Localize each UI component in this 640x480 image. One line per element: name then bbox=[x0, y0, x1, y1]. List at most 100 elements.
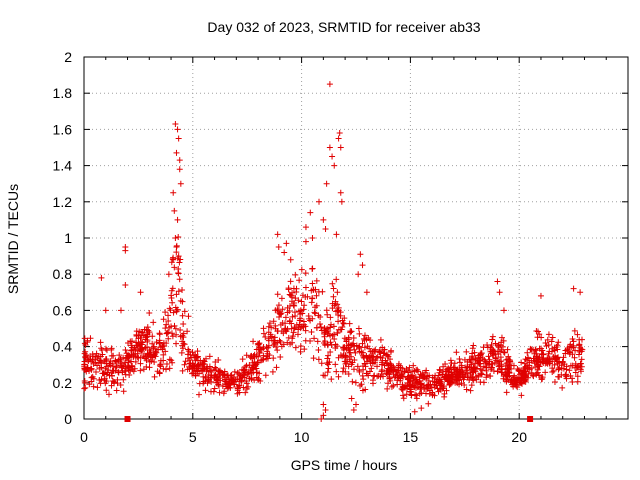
data-point bbox=[494, 368, 501, 375]
data-point bbox=[126, 372, 133, 379]
data-point bbox=[340, 365, 347, 372]
data-point bbox=[289, 313, 296, 320]
data-point bbox=[81, 363, 88, 370]
data-point bbox=[534, 353, 541, 360]
data-point bbox=[387, 377, 394, 384]
data-point bbox=[251, 351, 258, 358]
data-point bbox=[337, 312, 344, 319]
y-tick-label: 1 bbox=[64, 230, 72, 246]
data-point bbox=[159, 343, 166, 350]
data-point bbox=[256, 370, 263, 377]
data-point bbox=[182, 358, 189, 365]
data-point bbox=[312, 310, 319, 317]
data-point bbox=[299, 292, 306, 299]
data-point bbox=[315, 288, 322, 295]
data-point bbox=[250, 338, 257, 345]
data-point bbox=[125, 353, 132, 360]
data-point bbox=[333, 276, 340, 283]
data-point bbox=[133, 339, 140, 346]
data-point bbox=[177, 256, 184, 263]
data-point bbox=[153, 339, 160, 346]
y-tick-label: 1.8 bbox=[53, 85, 73, 101]
data-point bbox=[270, 341, 277, 348]
data-point bbox=[112, 358, 119, 365]
data-point bbox=[311, 309, 318, 316]
data-point bbox=[567, 372, 574, 379]
data-point bbox=[332, 298, 339, 305]
data-point bbox=[204, 380, 211, 387]
data-points bbox=[81, 81, 586, 422]
data-point bbox=[200, 378, 207, 385]
data-point bbox=[263, 355, 270, 362]
data-point bbox=[544, 336, 551, 343]
data-point bbox=[478, 370, 485, 377]
data-point bbox=[211, 385, 218, 392]
data-point bbox=[248, 370, 255, 377]
data-point bbox=[385, 362, 392, 369]
data-point bbox=[176, 259, 183, 266]
data-point bbox=[330, 293, 337, 300]
data-point bbox=[129, 344, 136, 351]
data-point bbox=[260, 325, 267, 332]
data-point bbox=[181, 341, 188, 348]
data-point bbox=[104, 369, 111, 376]
chart-title: Day 032 of 2023, SRMTID for receiver ab3… bbox=[207, 19, 480, 35]
data-point bbox=[274, 231, 281, 238]
data-point bbox=[174, 216, 181, 223]
data-point bbox=[140, 366, 147, 373]
data-point bbox=[344, 358, 351, 365]
data-point bbox=[355, 271, 362, 278]
data-point bbox=[281, 249, 288, 256]
data-point bbox=[498, 347, 505, 354]
data-point bbox=[485, 353, 492, 360]
data-point bbox=[380, 350, 387, 357]
data-point bbox=[526, 362, 533, 369]
data-point bbox=[565, 348, 572, 355]
data-point bbox=[545, 350, 552, 357]
data-point bbox=[399, 373, 406, 380]
data-point bbox=[397, 377, 404, 384]
data-point bbox=[137, 367, 144, 374]
data-point bbox=[129, 362, 136, 369]
data-point bbox=[341, 335, 348, 342]
data-point bbox=[332, 308, 339, 315]
data-point bbox=[386, 373, 393, 380]
data-point bbox=[464, 370, 471, 377]
data-point bbox=[409, 377, 416, 384]
data-point bbox=[425, 381, 432, 388]
data-point bbox=[179, 298, 186, 305]
data-point bbox=[336, 130, 343, 137]
data-point bbox=[352, 349, 359, 356]
data-point bbox=[488, 341, 495, 348]
data-point bbox=[234, 369, 241, 376]
data-point bbox=[93, 350, 100, 357]
data-point bbox=[330, 323, 337, 330]
data-point bbox=[549, 368, 556, 375]
data-point bbox=[165, 317, 172, 324]
data-point bbox=[146, 364, 153, 371]
data-point bbox=[177, 180, 184, 187]
data-point bbox=[357, 382, 364, 389]
data-point bbox=[377, 336, 384, 343]
data-point bbox=[184, 351, 191, 358]
data-point bbox=[386, 356, 393, 363]
data-point bbox=[239, 356, 246, 363]
data-point bbox=[150, 344, 157, 351]
data-point bbox=[411, 408, 418, 415]
data-point bbox=[400, 395, 407, 402]
data-point bbox=[555, 339, 562, 346]
data-point bbox=[479, 367, 486, 374]
data-point bbox=[441, 393, 448, 400]
data-point bbox=[81, 379, 88, 386]
data-point bbox=[363, 358, 370, 365]
data-point bbox=[555, 373, 562, 380]
data-point bbox=[234, 390, 241, 397]
data-point bbox=[255, 353, 262, 360]
data-point bbox=[335, 373, 342, 380]
data-point bbox=[512, 376, 519, 383]
data-point bbox=[496, 358, 503, 365]
data-point bbox=[137, 360, 144, 367]
data-point bbox=[320, 216, 327, 223]
data-point bbox=[332, 345, 339, 352]
